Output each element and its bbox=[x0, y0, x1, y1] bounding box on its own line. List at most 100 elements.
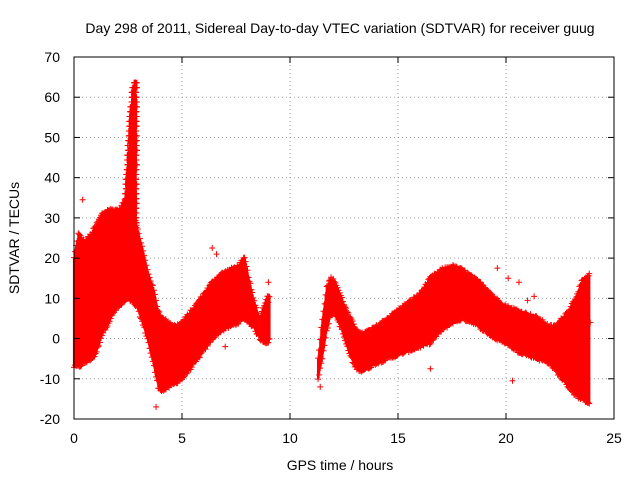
data-spike-marker bbox=[132, 108, 139, 115]
data-spike-marker bbox=[133, 99, 140, 106]
data-band-morning-marker bbox=[145, 271, 152, 278]
data-band-evening-marker bbox=[586, 400, 593, 407]
y-tick-label: 70 bbox=[44, 49, 60, 65]
data-band-evening-marker bbox=[323, 327, 330, 334]
data-band-morning-marker bbox=[153, 297, 160, 304]
data-band-evening-marker bbox=[427, 340, 434, 347]
data-band-morning-marker bbox=[149, 282, 156, 289]
data-spike-marker bbox=[134, 147, 141, 154]
data-outlier-point bbox=[505, 275, 512, 282]
y-axis-label: SDTVAR / TECUs bbox=[6, 182, 22, 294]
data-band-morning-marker bbox=[243, 263, 250, 270]
data-band-morning-marker bbox=[142, 257, 149, 264]
data-outlier-point bbox=[317, 383, 324, 390]
x-tick-label: 15 bbox=[390, 430, 406, 446]
data-band-morning-marker bbox=[235, 321, 242, 328]
data-band-evening-marker bbox=[317, 365, 324, 372]
data-band-evening-marker bbox=[342, 303, 349, 310]
data-band-morning-marker bbox=[196, 354, 203, 361]
data-band-evening-marker bbox=[316, 371, 323, 378]
y-tick-label: 30 bbox=[44, 210, 60, 226]
data-band-morning-marker bbox=[98, 335, 104, 342]
data-band-morning-marker bbox=[266, 293, 273, 300]
data-band-morning-marker bbox=[143, 262, 150, 269]
data-spike-marker bbox=[133, 79, 140, 86]
data-band-morning-marker bbox=[93, 348, 100, 355]
y-tick-label: 50 bbox=[44, 129, 60, 145]
grid bbox=[74, 57, 614, 419]
data-band-morning-marker bbox=[156, 309, 163, 316]
data-spike-marker bbox=[133, 137, 140, 144]
data-band-evening-marker bbox=[343, 305, 350, 312]
data-band-evening-marker bbox=[315, 376, 322, 383]
data-band-evening-marker bbox=[350, 321, 357, 328]
data-outlier-point bbox=[509, 377, 516, 384]
data-band-morning-marker bbox=[144, 266, 151, 273]
data-outlier-point bbox=[265, 299, 272, 306]
data-outlier-point bbox=[427, 365, 434, 372]
y-tick-label: 40 bbox=[44, 170, 60, 186]
data-spike-marker bbox=[133, 229, 140, 236]
data-band-evening-marker bbox=[336, 289, 343, 296]
y-tick-label: 0 bbox=[52, 331, 60, 347]
data-spike-marker bbox=[132, 142, 139, 149]
data-spike-marker bbox=[133, 185, 140, 192]
data-band-morning-marker bbox=[253, 304, 260, 311]
data-outlier-point bbox=[494, 265, 501, 272]
x-axis-label: GPS time / hours bbox=[287, 457, 394, 473]
data-band-morning-marker bbox=[94, 343, 101, 350]
data-band-morning-marker bbox=[148, 281, 155, 288]
data-band-evening-marker bbox=[325, 320, 332, 327]
y-tick-label: -10 bbox=[40, 371, 60, 387]
data-band-evening-marker bbox=[338, 294, 345, 301]
axis-ticks: 0 5 10 15 20 25 -20 -10 0 10 20 30 40 50 60 70 bbox=[40, 49, 622, 446]
data-outlier-point bbox=[153, 403, 160, 410]
y-tick-label: 60 bbox=[44, 89, 60, 105]
data-spike-marker bbox=[133, 253, 140, 260]
data-band-evening-marker bbox=[344, 309, 351, 316]
data-band-evening-marker bbox=[339, 298, 346, 305]
data-outlier-point bbox=[222, 343, 229, 350]
data-band-morning-marker bbox=[139, 243, 146, 250]
y-tick-label: -20 bbox=[40, 411, 60, 427]
data-spike-marker bbox=[133, 152, 140, 159]
data-band-morning-marker bbox=[136, 235, 143, 242]
data-band-morning-marker bbox=[242, 258, 249, 265]
x-tick-label: 25 bbox=[606, 430, 622, 446]
y-tick-label: 20 bbox=[44, 250, 60, 266]
data-band-morning-marker bbox=[162, 316, 169, 323]
data-outlier-point bbox=[79, 196, 86, 203]
x-tick-label: 10 bbox=[282, 430, 298, 446]
x-tick-label: 20 bbox=[498, 430, 514, 446]
data-outlier-point bbox=[552, 323, 559, 330]
data-band-morning-marker bbox=[76, 231, 83, 238]
data-spike-marker bbox=[132, 89, 139, 96]
data-band-morning-marker bbox=[137, 239, 144, 246]
data-band-morning-marker bbox=[266, 335, 273, 342]
data-band-morning-marker bbox=[241, 254, 248, 261]
data-spike-marker bbox=[133, 219, 140, 226]
data-band-evening-marker bbox=[320, 347, 327, 354]
y-tick-label: 10 bbox=[44, 290, 60, 306]
data-outlier-point bbox=[265, 339, 272, 346]
data-band-morning-marker bbox=[95, 342, 102, 349]
data-band-morning-marker bbox=[204, 343, 211, 350]
data-outlier-point bbox=[515, 279, 522, 286]
data-spike-marker bbox=[133, 166, 140, 173]
data-outlier-point bbox=[213, 251, 220, 258]
data-band-morning-marker bbox=[154, 303, 161, 310]
data-band-morning-marker bbox=[147, 278, 154, 285]
data-band-evening-marker bbox=[318, 360, 325, 367]
plot-frame bbox=[73, 56, 615, 420]
data-band-evening-marker bbox=[330, 275, 337, 282]
x-tick-label: 0 bbox=[70, 430, 78, 446]
data-band-morning-marker bbox=[249, 289, 256, 296]
data-spike-marker bbox=[132, 128, 139, 135]
data-band-evening-marker bbox=[345, 309, 352, 316]
data-band-morning-marker bbox=[251, 297, 258, 304]
data-band-morning-marker bbox=[107, 315, 114, 322]
data-band-morning-marker bbox=[247, 280, 254, 287]
data-outlier-point bbox=[265, 279, 272, 286]
data-band-morning-marker bbox=[104, 323, 111, 330]
data-band-evening-marker bbox=[322, 334, 329, 341]
